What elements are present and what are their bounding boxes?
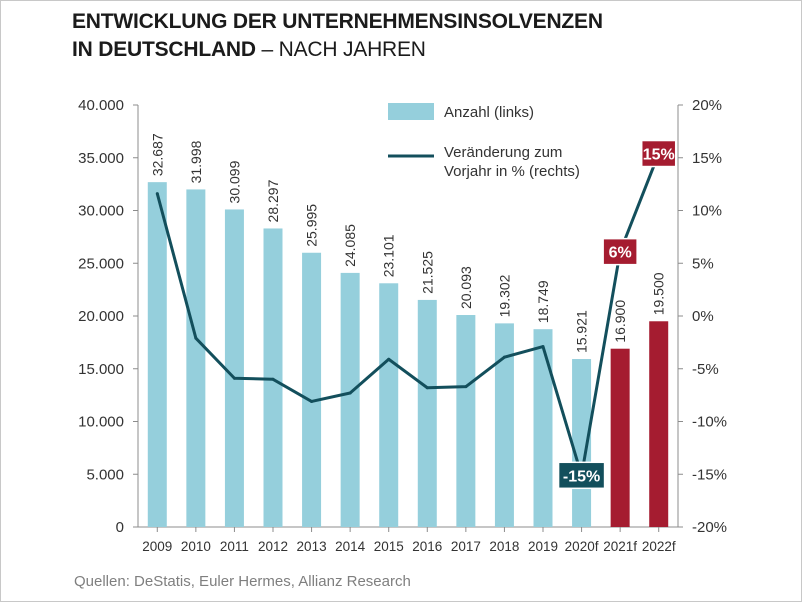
chart-title: ENTWICKLUNG DER UNTERNEHMENSINSOLVENZEN … <box>72 8 603 64</box>
legend-bar-swatch <box>388 103 434 120</box>
x-tick-label: 2020f <box>565 539 599 554</box>
x-tick-label: 2009 <box>142 539 172 554</box>
line-point <box>232 376 236 380</box>
y-left-tick-label: 20.000 <box>78 308 124 325</box>
title-line-2-bold: IN DEUTSCHLAND <box>72 38 256 61</box>
x-tick-label: 2021f <box>603 539 637 554</box>
y-right-tick-label: 0% <box>692 308 714 325</box>
bar-2017 <box>456 315 476 527</box>
source-note: Quellen: DeStatis, Euler Hermes, Allianz… <box>74 573 411 590</box>
bar-2019 <box>533 329 553 527</box>
bar-2012 <box>263 228 283 527</box>
bar-2010 <box>186 189 206 528</box>
line-point <box>310 399 314 403</box>
line-point <box>194 336 198 340</box>
bar-2014 <box>340 272 360 527</box>
bar-value-label: 24.085 <box>342 224 358 267</box>
x-tick-label: 2019 <box>528 539 558 554</box>
y-left-tick-label: 15.000 <box>78 361 124 378</box>
bar-value-label: 25.995 <box>304 204 320 247</box>
bar-value-label: 15.921 <box>574 310 590 353</box>
bar-value-label: 23.101 <box>381 234 397 277</box>
bar-value-label: 16.900 <box>612 300 628 343</box>
annotation-box <box>557 461 606 490</box>
bar-2013 <box>302 252 322 527</box>
bar-value-label: 21.525 <box>419 251 435 294</box>
line-point <box>502 355 506 359</box>
bar-2016 <box>417 299 437 527</box>
y-right-tick-label: -10% <box>692 414 727 431</box>
bar-2009 <box>147 182 167 527</box>
x-tick-label: 2022f <box>642 539 676 554</box>
y-right-tick-label: -5% <box>692 361 719 378</box>
bar-value-label: 31.998 <box>188 140 204 183</box>
bar-value-label: 18.749 <box>535 280 551 323</box>
y-right-tick-label: 20% <box>692 97 722 114</box>
annotation-box <box>602 237 638 266</box>
annotation-box <box>640 139 677 168</box>
y-left-tick-label: 5.000 <box>86 466 124 483</box>
line-point <box>425 386 429 390</box>
y-right-tick-label: -20% <box>692 519 727 536</box>
line-point <box>271 377 275 381</box>
bar-2015 <box>379 283 399 527</box>
legend-bar-label: Anzahl (links) <box>444 104 534 121</box>
y-right-tick-label: 10% <box>692 203 722 220</box>
y-left-tick-label: 35.000 <box>78 150 124 167</box>
title-line-1: ENTWICKLUNG DER UNTERNEHMENSINSOLVENZEN <box>72 10 603 33</box>
annotation-label: 15% <box>643 147 675 164</box>
y-left-tick-label: 10.000 <box>78 414 124 431</box>
annotation-label: 6% <box>609 245 632 262</box>
y-right-tick-label: -15% <box>692 466 727 483</box>
bar-value-label: 19.500 <box>651 272 667 315</box>
bar-value-label: 20.093 <box>458 266 474 309</box>
bar-value-label: 28.297 <box>265 179 281 222</box>
x-tick-label: 2012 <box>258 539 288 554</box>
bar-2018 <box>494 323 514 527</box>
x-tick-label: 2017 <box>451 539 481 554</box>
bar-value-label: 19.302 <box>496 274 512 317</box>
line-point <box>348 391 352 395</box>
annotation-label: -15% <box>563 468 600 485</box>
line-point <box>155 192 159 196</box>
legend-line-label-1: Veränderung zum <box>444 144 562 161</box>
bar-2021f <box>610 348 630 527</box>
line-series <box>155 152 661 477</box>
line-point <box>541 345 545 349</box>
bar-2022f <box>649 321 669 527</box>
y-left-tick-label: 25.000 <box>78 255 124 272</box>
x-tick-label: 2010 <box>181 539 211 554</box>
bar-2011 <box>224 209 244 527</box>
line-point <box>464 385 468 389</box>
line-point <box>387 357 391 361</box>
x-tick-label: 2016 <box>412 539 442 554</box>
x-tick-label: 2013 <box>297 539 327 554</box>
y-right-tick-label: 15% <box>692 150 722 167</box>
x-tick-label: 2011 <box>220 539 249 554</box>
bar-value-label: 30.099 <box>226 160 242 203</box>
y-right-tick-label: 5% <box>692 255 714 272</box>
bar-value-label: 32.687 <box>149 133 165 176</box>
y-left-tick-label: 30.000 <box>78 203 124 220</box>
title-line-2-rest: – NACH JAHREN <box>255 38 426 61</box>
x-tick-label: 2014 <box>335 539 366 554</box>
x-tick-label: 2015 <box>374 539 404 554</box>
y-left-tick-label: 0 <box>116 519 124 536</box>
x-tick-label: 2018 <box>489 539 519 554</box>
y-left-tick-label: 40.000 <box>78 97 124 114</box>
legend-line-label-2: Vorjahr in % (rechts) <box>444 163 580 180</box>
